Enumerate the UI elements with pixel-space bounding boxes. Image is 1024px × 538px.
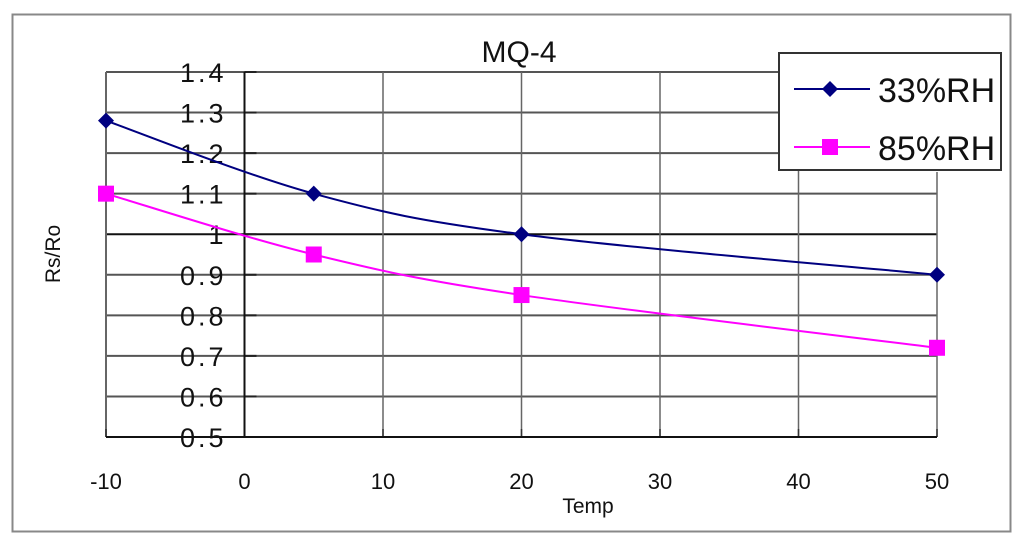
data-point-diamond: [305, 185, 322, 202]
data-point-square: [305, 246, 322, 263]
x-tick-label: 40: [786, 469, 810, 494]
chart-title: MQ-4: [482, 36, 557, 69]
data-point-square: [822, 139, 838, 155]
y-axis-label: Rs/Ro: [42, 225, 65, 283]
y-tick-label: 0.7: [180, 342, 227, 372]
x-tick-label: 0: [238, 469, 250, 494]
series-layer: [98, 112, 945, 356]
y-tick-label: 1.4: [180, 58, 227, 88]
data-point-square: [929, 339, 945, 356]
legend-box: [778, 52, 1002, 171]
x-tick-label: -10: [90, 469, 122, 494]
data-point-square: [98, 185, 114, 202]
x-tick-label: 20: [509, 469, 533, 494]
y-tick-label: 1.2: [180, 139, 227, 169]
x-tick-label: 50: [925, 469, 949, 494]
series-line: [105, 119, 938, 276]
legend-label: 33%RH: [878, 72, 995, 110]
axes: 0.50.60.70.80.911.11.21.31.4-10 0 10 20 30 40…: [90, 58, 949, 494]
x-tick-label: 30: [648, 469, 672, 494]
legend-label: 85%RH: [878, 130, 995, 168]
data-point-diamond: [929, 266, 945, 283]
y-tick-label: 0.6: [180, 382, 227, 412]
legend: 33%RH 85%RH: [778, 52, 1002, 171]
x-tick-label: 10: [371, 469, 395, 494]
y-tick-label: 1.1: [180, 180, 227, 210]
y-tick-label: 0.8: [180, 301, 227, 331]
y-tick-label: 1: [208, 220, 226, 250]
y-tick-label: 0.9: [180, 261, 227, 291]
series-line: [105, 192, 938, 349]
x-axis-label: Temp: [562, 495, 613, 518]
data-point-diamond: [513, 226, 530, 243]
y-tick-label: 1.3: [180, 99, 227, 129]
data-point-diamond: [98, 112, 114, 129]
data-point-square: [513, 287, 530, 304]
data-point-diamond: [822, 81, 838, 97]
